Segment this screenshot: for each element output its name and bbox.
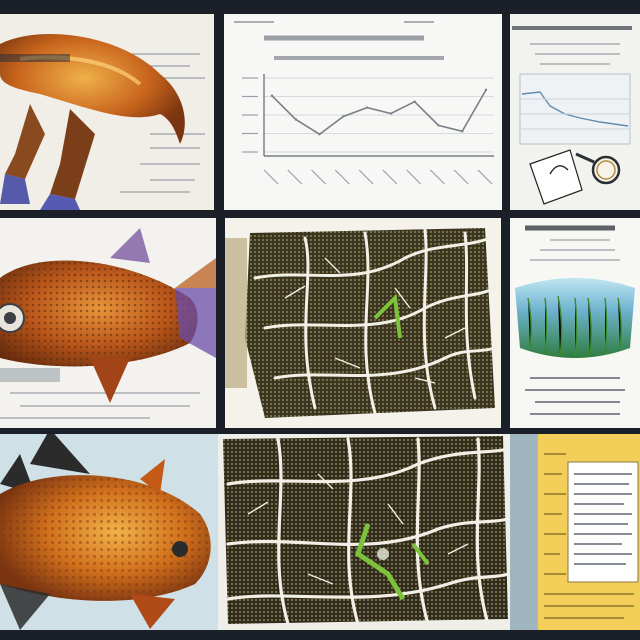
fish-illustration-orange-top — [0, 14, 214, 210]
fish-illustration-orange-middle — [0, 218, 216, 428]
seaweed-infographic-card — [510, 218, 640, 428]
chart-series-line — [271, 89, 487, 136]
x-tick-label — [406, 169, 422, 185]
line-chart-card — [224, 14, 502, 210]
leaf-vein-middle-graphic — [225, 218, 501, 428]
chart-point — [484, 88, 488, 92]
chart-point — [365, 106, 369, 109]
x-tick-label — [382, 169, 398, 185]
chart-point — [437, 124, 440, 127]
small-chart-graphic — [510, 14, 640, 210]
chart-point — [413, 100, 416, 103]
chart-point — [461, 130, 464, 133]
x-tick-label — [263, 169, 279, 185]
seaweed-infographic-graphic — [510, 218, 640, 428]
x-tick-label — [334, 169, 350, 185]
leaf-vein-texture-bottom — [218, 434, 510, 630]
small-chart-with-magnifier — [510, 14, 640, 210]
fish-top-graphic — [0, 14, 214, 210]
x-tick-label — [311, 169, 326, 185]
chart-point — [318, 133, 321, 136]
yellow-notes-card — [538, 434, 640, 630]
collage-divider-strip — [510, 434, 538, 630]
chart-point — [270, 94, 274, 97]
fish-bottom-graphic — [0, 434, 218, 630]
x-tick-label — [430, 169, 445, 185]
fish-illustration-orange-bottom — [0, 434, 218, 630]
x-tick-label — [453, 169, 469, 185]
x-tick-label — [287, 169, 303, 185]
fish-middle-graphic — [0, 218, 216, 428]
chart-point — [342, 115, 345, 118]
leaf-vein-texture-middle — [225, 218, 501, 428]
leaf-vein-bottom-graphic — [218, 434, 510, 630]
chart-point — [294, 118, 297, 121]
line-chart — [224, 14, 502, 210]
x-tick-label — [358, 169, 374, 185]
x-tick-label — [477, 169, 493, 185]
chart-point — [389, 112, 393, 115]
yellow-notes-graphic — [538, 434, 640, 630]
